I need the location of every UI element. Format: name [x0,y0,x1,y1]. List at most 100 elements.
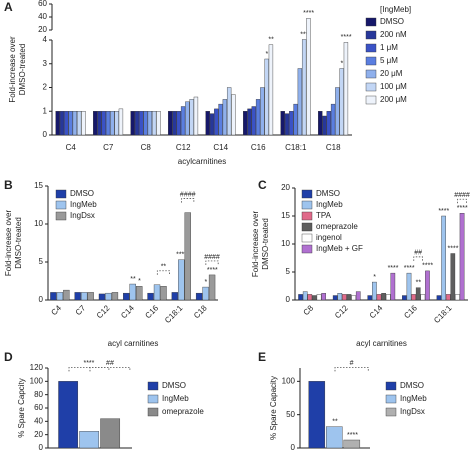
significance-label: **** [176,252,187,259]
bar [80,292,88,301]
bar [455,294,460,301]
bar [58,381,79,449]
bar [111,292,119,301]
significance-label: **** [457,205,468,212]
bar [59,111,65,136]
bar [255,99,261,136]
bar [346,294,352,301]
y-tick-label: 120 [30,363,44,372]
panel-letter: C [258,178,267,192]
x-tick-label: C8 [141,143,152,152]
bar [308,381,326,449]
bar [74,292,81,301]
bar [326,111,331,136]
comparison-bracket [457,198,467,204]
bar [55,111,60,136]
x-tick-label: C16 [143,303,160,320]
bar [332,295,338,301]
bar [243,111,248,136]
legend-label: IngDsx [70,211,95,220]
bar [425,270,430,301]
comparison-label: ## [414,250,422,257]
bar [129,283,136,301]
y-tick-label: 5 [39,257,44,266]
bar [134,111,140,136]
bar [180,106,186,136]
comparison-bracket [181,198,195,203]
x-tick-label: C4 [66,143,77,152]
legend-label: IngMeb + GF [316,244,363,253]
bar [76,111,82,136]
legend-label: DMSO [380,17,404,26]
legend-label: DMSO [162,381,186,390]
legend-swatch [301,244,313,254]
comparison-label: ** [161,264,167,271]
bar [118,108,124,136]
bar [390,272,396,301]
bar [284,113,290,136]
bar [268,44,274,136]
bar [337,293,343,301]
bar [459,212,465,301]
bar [289,111,294,136]
bar [202,286,209,301]
legend-swatch [301,233,313,243]
significance-label: **** [404,265,415,272]
comparison-bracket [156,270,170,275]
bar [97,111,102,136]
bar [406,272,412,301]
legend-label: IngMeb [316,200,343,209]
bar [226,87,232,136]
legend-swatch [365,82,377,92]
y-tick-label: 2 [43,83,48,92]
bar [298,294,303,301]
significance-label: *** [300,31,308,38]
x-tick-label: C14 [368,303,385,320]
panel-letter: E [258,350,266,364]
panel-letter: D [4,350,13,364]
bar [50,292,57,301]
x-tick-label: C18 [192,303,209,320]
x-tick-label: C18 [326,143,341,152]
significance-label: * [138,278,141,285]
x-tick-label: C14 [119,303,136,320]
bar [72,111,78,136]
bar [322,115,327,136]
legend-swatch [385,381,397,391]
legend-swatch [385,394,397,404]
legend-swatch [55,189,67,199]
legend-label: IngMeb [70,200,97,209]
x-axis-label: acyl carnitines [356,339,407,348]
bar [105,292,112,301]
bar [297,68,303,136]
y-tick-label: 60 [34,403,43,412]
comparison-label: #### [454,192,470,199]
y-tick-label: 10 [281,239,290,248]
significance-label: * [340,60,343,67]
bar [316,294,322,301]
y-tick-label: 80 [34,390,43,399]
bar [385,294,391,301]
y-tick-label: 100 [282,376,296,385]
bar [147,292,154,301]
bar [306,18,311,136]
legend-title: [IngMeb] [380,5,411,14]
bar [153,284,161,301]
y-axis-label: DMSO-treated [14,217,23,269]
y-axis-label: % Spare Capcity [17,378,26,438]
legend-label: IngMeb [400,394,427,403]
comparison-bracket [334,366,369,372]
y-tick-label: 20 [38,25,47,34]
comparison-label: #### [180,191,196,198]
bar [372,281,377,301]
y-axis-label: Fold-increase over [4,210,13,277]
bar [105,111,111,136]
legend-label: IngMeb [162,394,189,403]
bar [176,111,181,136]
legend-swatch [365,56,377,66]
x-tick-label: C18:1 [285,143,307,152]
bar [208,274,216,301]
legend-swatch [365,43,377,53]
panel-letter: B [4,178,13,192]
y-tick-label: 15 [281,211,290,220]
